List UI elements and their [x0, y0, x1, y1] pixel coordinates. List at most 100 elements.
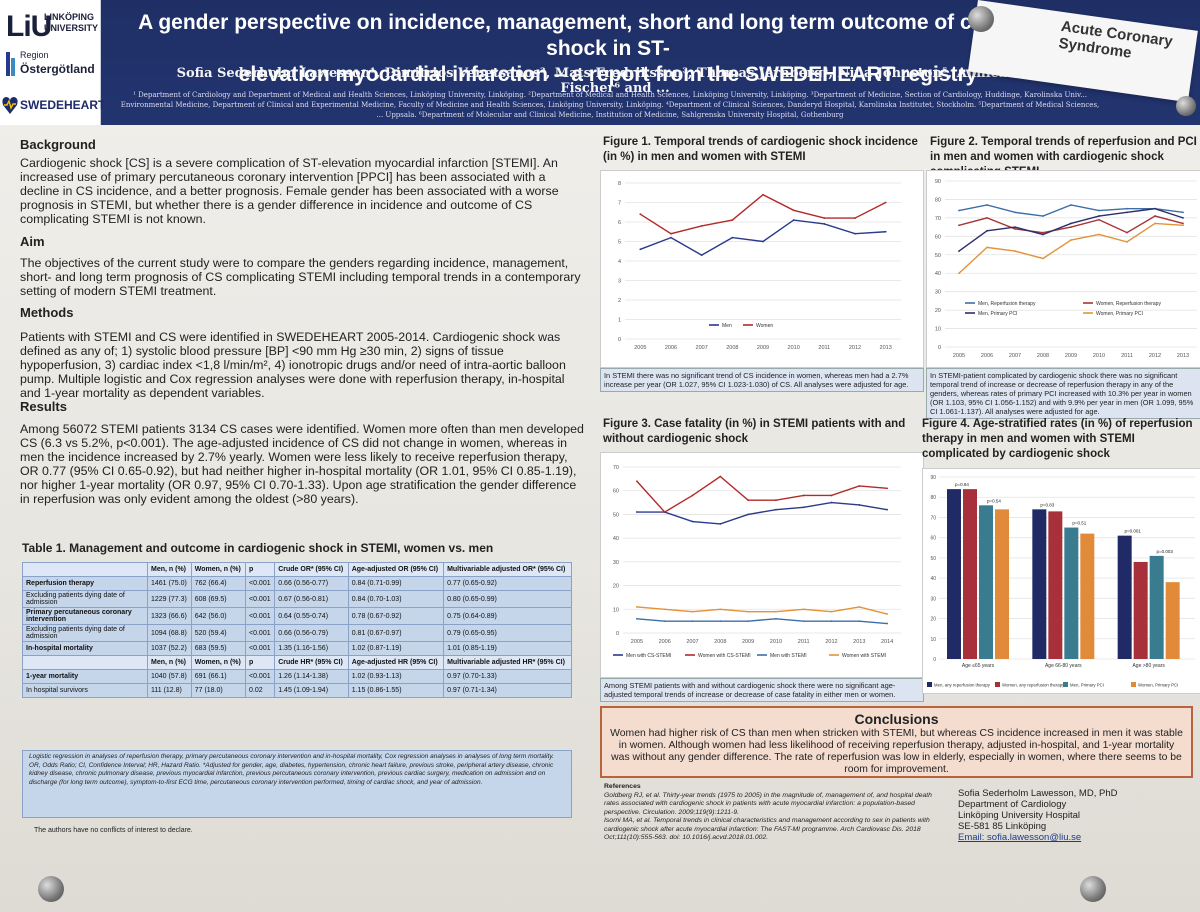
- swedeheart-heart-icon: [2, 97, 18, 114]
- table-cell: Reperfusion therapy: [22, 576, 148, 591]
- y-tick-label: 20: [935, 308, 941, 314]
- x-tick-label: 2008: [714, 639, 726, 645]
- data-point: [691, 620, 694, 623]
- y-tick-label: 80: [930, 495, 936, 501]
- data-point: [884, 230, 887, 233]
- table-cell: <0.001: [244, 624, 276, 642]
- bar: [1048, 511, 1063, 659]
- data-point: [1182, 222, 1184, 225]
- legend-label: Men, Primary PCI: [978, 311, 1017, 317]
- y-tick-label: 70: [930, 515, 936, 521]
- table-cell: 1.01 (0.85-1.19): [443, 641, 572, 656]
- data-point: [858, 485, 861, 487]
- x-tick-label: 2010: [770, 639, 782, 645]
- table-cell: 0.02: [244, 683, 276, 698]
- x-tick-label: 2013: [880, 345, 892, 351]
- table-header-row: Men, n (%) Women, n (%) p Crude OR* (95%…: [22, 562, 572, 577]
- contact-email[interactable]: Email: sofia.lawesson@liu.se: [958, 832, 1082, 843]
- data-point: [691, 520, 694, 523]
- title-line-1: A gender perspective on incidence, manag…: [138, 11, 1078, 60]
- data-point: [1154, 207, 1156, 210]
- logo-panel: LiU LINKÖPING UNIVERSITY Region Östergöt…: [0, 0, 105, 125]
- results-heading: Results: [20, 399, 67, 414]
- x-tick-label: 2009: [742, 639, 754, 645]
- data-point: [986, 204, 988, 206]
- table-cell: 0.84 (0.70-1.03): [347, 590, 445, 608]
- series-line: [636, 475, 888, 513]
- references-heading: References: [604, 783, 641, 790]
- data-point: [691, 494, 694, 497]
- y-tick-label: 8: [618, 181, 621, 187]
- y-tick-label: 10: [935, 327, 941, 333]
- y-tick-label: 5: [618, 240, 621, 246]
- table-cell: 1461 (75.0): [147, 576, 192, 591]
- x-tick-label: 2008: [726, 345, 738, 351]
- data-point: [747, 513, 749, 516]
- table-cell: 1-year mortality: [22, 669, 148, 684]
- y-tick-label: 50: [935, 253, 941, 259]
- y-tick-label: 0: [938, 345, 941, 351]
- data-point: [1126, 240, 1128, 243]
- legend-label: Women, Reperfusion therapy: [1096, 301, 1161, 307]
- conclusions-box: Conclusions Women had higher risk of CS …: [600, 706, 1193, 778]
- y-tick-label: 70: [935, 216, 941, 222]
- x-tick-label: Age >80 years: [1132, 663, 1165, 669]
- y-tick-label: 1: [618, 318, 621, 324]
- data-point: [1070, 204, 1072, 206]
- data-point: [830, 494, 833, 497]
- series-line: [640, 219, 886, 256]
- references: References Goldberg RJ, et al. Thirty-ye…: [604, 783, 934, 843]
- aim-text: The objectives of the current study were…: [20, 256, 581, 298]
- data-point: [886, 613, 888, 615]
- table-header-cell: Multivariable adjusted HR* (95% CI): [443, 655, 572, 670]
- data-point: [958, 250, 960, 252]
- figure4-svg: 0 10 20 30 40 50 60 70 80 90 p=0.84 p=0.54 Age ≤65 y…: [927, 475, 1195, 688]
- y-tick-label: 10: [930, 637, 936, 643]
- x-tick-label: 2006: [665, 345, 677, 351]
- contact-address: SE-581 85 Linköping: [958, 821, 1047, 832]
- legend-label: Women, Primary PCI: [1096, 311, 1143, 317]
- x-tick-label: 2010: [1093, 353, 1105, 359]
- table-cell: 1040 (57.8): [147, 669, 192, 684]
- legend-label: Women, any reperfusion therapy: [1002, 683, 1065, 688]
- table-cell: 1037 (52.2): [147, 641, 192, 656]
- data-point: [670, 236, 672, 239]
- y-tick-label: 50: [613, 512, 619, 518]
- p-value-label: p=0.001: [1124, 529, 1141, 534]
- conclusions-text: Women had higher risk of CS than men whe…: [610, 728, 1183, 775]
- data-point: [1070, 239, 1072, 241]
- table-cell: 0.79 (0.65-0.95): [443, 624, 572, 642]
- data-point: [719, 523, 722, 525]
- data-point: [1182, 211, 1184, 214]
- p-value-label: p=0.54: [987, 498, 1001, 503]
- data-point: [1042, 257, 1044, 260]
- data-point: [830, 620, 833, 623]
- data-point: [1098, 233, 1100, 236]
- y-tick-label: 40: [935, 271, 941, 277]
- bar: [963, 489, 977, 659]
- data-point: [886, 622, 888, 625]
- table-header-cell: Age-adjusted HR (95% CI): [347, 655, 445, 670]
- x-tick-label: 2013: [853, 639, 865, 645]
- table-cell: In hospital survivors: [22, 683, 148, 698]
- table-cell: 1.02 (0.87-1.19): [347, 641, 445, 656]
- y-tick-label: 0: [618, 337, 621, 343]
- y-tick-label: 80: [935, 197, 941, 203]
- data-point: [854, 217, 856, 219]
- table-header-cell: Age-adjusted OR (95% CI): [347, 562, 445, 577]
- data-point: [792, 219, 795, 221]
- data-point: [830, 501, 833, 504]
- table-row: 1-year mortality 1040 (57.8) 691 (66.1) <0.…: [22, 669, 572, 684]
- x-tick-label: 2010: [788, 345, 800, 351]
- figure3-caption: Among STEMI patients with and without ca…: [600, 678, 924, 702]
- data-point: [1154, 215, 1156, 217]
- legend-label: Women, Primary PCI: [1138, 683, 1178, 688]
- table-cell: 1094 (68.8): [147, 624, 192, 642]
- x-tick-label: 2006: [981, 353, 993, 359]
- y-tick-label: 2: [618, 298, 621, 304]
- data-point: [1098, 209, 1100, 212]
- table-header-cell: Multivariable adjusted OR* (95% CI): [443, 562, 572, 577]
- data-point: [1042, 215, 1044, 217]
- table-header-cell: Men, n (%): [147, 562, 192, 577]
- y-tick-label: 90: [935, 179, 941, 185]
